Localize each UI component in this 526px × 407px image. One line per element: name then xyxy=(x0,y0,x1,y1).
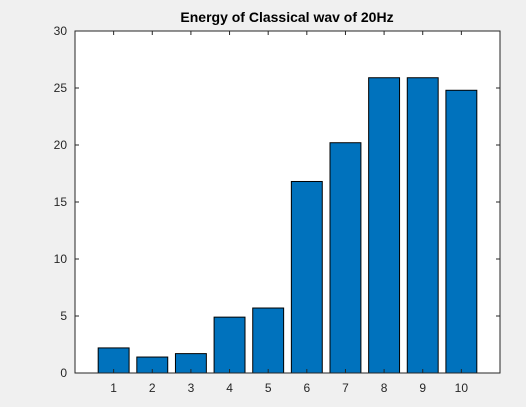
x-tick-label: 9 xyxy=(419,381,426,395)
x-tick-label: 2 xyxy=(149,381,156,395)
y-tick-label: 10 xyxy=(54,252,68,266)
x-tick-label: 8 xyxy=(381,381,388,395)
axes-layer: 0 5 10 15 20 25 30 1 2 3 4 5 6 7 8 9 10 xyxy=(54,24,501,395)
bar-7 xyxy=(329,142,362,374)
x-tick-label: 5 xyxy=(265,381,272,395)
y-tick-label: 0 xyxy=(60,366,67,380)
bar-5 xyxy=(252,307,285,374)
y-tick-label: 15 xyxy=(54,195,68,209)
bar-9 xyxy=(406,77,439,374)
x-tick-label: 1 xyxy=(110,381,117,395)
y-tick-label: 30 xyxy=(54,24,68,38)
bar-4 xyxy=(213,316,246,374)
x-tick-label: 6 xyxy=(303,381,310,395)
x-tick-label: 7 xyxy=(342,381,349,395)
bar-8 xyxy=(368,77,401,374)
y-tick-label: 25 xyxy=(54,81,68,95)
bar-10 xyxy=(445,89,478,374)
bar-1 xyxy=(97,347,130,374)
bars-layer xyxy=(97,77,478,374)
chart-title: Energy of Classical wav of 20Hz xyxy=(180,9,393,25)
y-tick-label: 20 xyxy=(54,138,68,152)
bar-6 xyxy=(290,180,323,374)
x-tick-label: 3 xyxy=(188,381,195,395)
x-tick-label: 4 xyxy=(226,381,233,395)
y-tick-label: 5 xyxy=(60,309,67,323)
x-tick-label: 10 xyxy=(455,381,469,395)
